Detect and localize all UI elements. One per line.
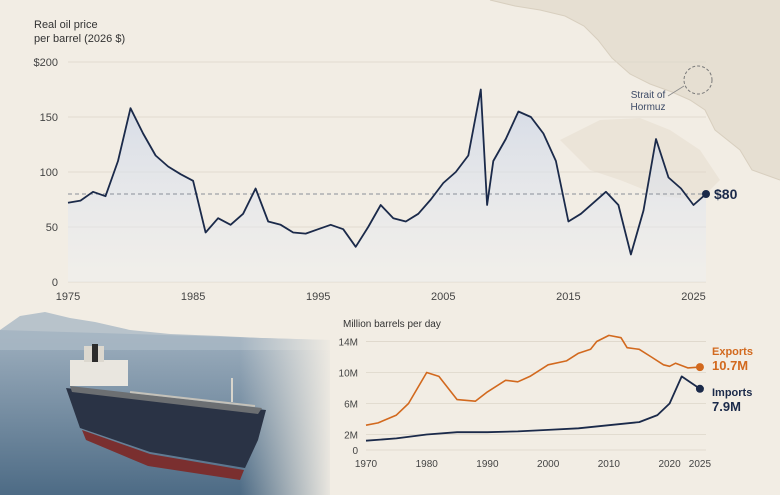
price-area-fill xyxy=(68,89,706,282)
price-y-tick-label: $200 xyxy=(34,57,58,69)
imports-end-dot xyxy=(695,384,704,393)
price-y-tick-label: 0 xyxy=(52,277,58,289)
tanker-hull-red xyxy=(82,430,244,480)
flows-y-tick-label: 0 xyxy=(352,446,358,457)
exports-series-line xyxy=(365,334,700,426)
price-x-tick-label: 2015 xyxy=(556,291,580,303)
price-x-tick-label: 2005 xyxy=(431,291,455,303)
price-y-tick-labels: $200 150 100 50 0 xyxy=(34,57,58,289)
background-map: Strait of Hormuz xyxy=(489,0,780,200)
strait-of-hormuz-leader xyxy=(667,85,685,97)
flows-x-tick-label: 1970 xyxy=(355,459,378,470)
flows-x-tick-label: 2025 xyxy=(689,459,712,470)
tanker-photo xyxy=(0,310,335,495)
strait-of-hormuz-marker xyxy=(683,65,713,95)
flows-x-tick-label: 2010 xyxy=(598,459,621,470)
flows-y-tick-label: 14M xyxy=(339,338,358,349)
flows-gridlines xyxy=(366,341,706,451)
tanker-bridge xyxy=(70,360,128,386)
flows-y-tick-label: 2M xyxy=(344,431,358,442)
price-y-tick-label: 100 xyxy=(40,167,58,179)
tanker-pipes xyxy=(129,391,256,407)
flows-chart: Million barrels per day 14M 10M 6M 2M 0 1970… xyxy=(339,319,753,470)
photo-fade xyxy=(240,310,335,495)
flows-y-tick-label: 6M xyxy=(344,400,358,411)
map-label-line2: Hormuz xyxy=(630,102,665,113)
price-x-tick-label: 1995 xyxy=(306,291,330,303)
flows-x-tick-label: 2020 xyxy=(658,459,681,470)
flows-x-tick-label: 1990 xyxy=(476,459,499,470)
price-x-tick-label: 1985 xyxy=(181,291,205,303)
flows-x-tick-label: 2000 xyxy=(537,459,560,470)
exports-end-dot xyxy=(695,363,704,372)
flows-ylabel: Million barrels per day xyxy=(343,319,441,330)
price-y-tick-label: 150 xyxy=(40,112,58,124)
tanker-deck xyxy=(70,386,262,414)
price-ylabel-line1: Real oil price xyxy=(34,19,98,31)
oil-price-chart: Real oil price per barrel (2026 $) $200 1… xyxy=(34,19,738,303)
imports-value-label: 7.9M xyxy=(712,399,741,414)
price-latest-label: $80 xyxy=(714,186,738,202)
tanker-funnel xyxy=(92,344,98,362)
price-latest-dot xyxy=(702,190,710,198)
flows-y-tick-labels: 14M 10M 6M 2M 0 xyxy=(339,338,359,457)
flows-x-tick-label: 1980 xyxy=(416,459,439,470)
exports-value-label: 10.7M xyxy=(712,358,748,373)
imports-series-line xyxy=(365,375,701,442)
price-y-tick-label: 50 xyxy=(46,222,58,234)
exports-name-label: Exports xyxy=(712,346,753,358)
price-x-tick-label: 1975 xyxy=(56,291,80,303)
flows-y-tick-label: 10M xyxy=(339,369,358,380)
map-coastline xyxy=(489,0,780,181)
map-peninsula xyxy=(560,118,720,200)
map-label-line1: Strait of xyxy=(631,90,666,101)
price-x-tick-label: 2025 xyxy=(681,291,705,303)
flows-x-tick-labels: 1970 1980 1990 2000 2010 2020 2025 xyxy=(355,459,712,470)
price-ylabel-line2: per barrel (2026 $) xyxy=(34,33,125,45)
price-series-line xyxy=(67,88,707,256)
imports-name-label: Imports xyxy=(712,387,752,399)
map-landmass xyxy=(490,0,780,180)
price-x-tick-labels: 1975 1985 1995 2005 2015 2025 xyxy=(56,291,706,303)
